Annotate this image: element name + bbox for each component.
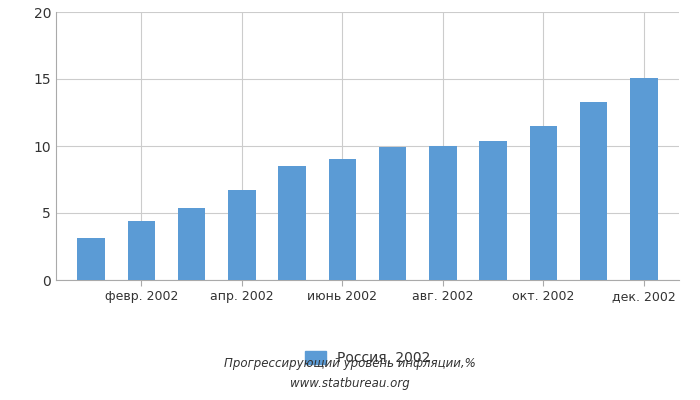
Text: Прогрессирующий уровень инфляции,%: Прогрессирующий уровень инфляции,%: [224, 358, 476, 370]
Bar: [328, 159, 356, 280]
Bar: [580, 102, 608, 280]
Bar: [630, 78, 657, 280]
Bar: [529, 126, 557, 280]
Legend: Россия, 2002: Россия, 2002: [300, 346, 435, 371]
Text: www.statbureau.org: www.statbureau.org: [290, 378, 410, 390]
Bar: [279, 166, 306, 280]
Bar: [178, 208, 206, 280]
Bar: [78, 238, 105, 280]
Bar: [480, 141, 507, 280]
Bar: [228, 190, 256, 280]
Bar: [379, 147, 407, 280]
Bar: [127, 221, 155, 280]
Bar: [429, 146, 456, 280]
